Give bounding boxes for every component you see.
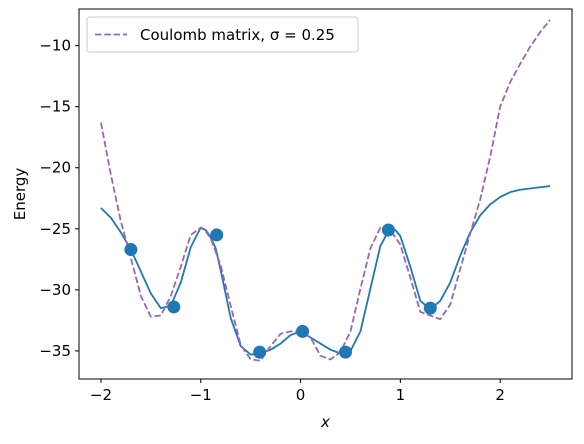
sample-point [253,345,267,359]
sample-point [423,301,437,315]
x-tick-label: 0 [296,386,306,404]
sample-point [296,324,310,338]
x-tick-label: −1 [190,386,212,404]
legend: Coulomb matrix, σ = 0.25 [86,16,359,53]
sample-point [167,300,181,314]
sample-point [381,223,395,237]
y-tick-label: −25 [39,220,71,238]
y-tick-label: −35 [39,342,71,360]
sample-point [124,243,138,257]
x-axis-label: x [320,413,330,431]
y-tick-label: −10 [39,37,71,55]
y-axis-label: Energy [11,168,29,221]
energy-line [100,185,551,356]
coulomb-matrix-line [100,19,551,362]
plot-frame [78,8,573,380]
y-tick-label: −15 [39,98,71,116]
x-tick-label: 1 [396,386,406,404]
sample-point [338,345,352,359]
y-tick-label: −30 [39,281,71,299]
x-tick-label: −2 [90,386,112,404]
x-tick-label: 2 [495,386,505,404]
legend-box [86,16,359,53]
legend-label: Coulomb matrix, σ = 0.25 [140,26,335,44]
y-tick-label: −20 [39,159,71,177]
plot-area [100,19,551,362]
sample-point [210,228,224,242]
